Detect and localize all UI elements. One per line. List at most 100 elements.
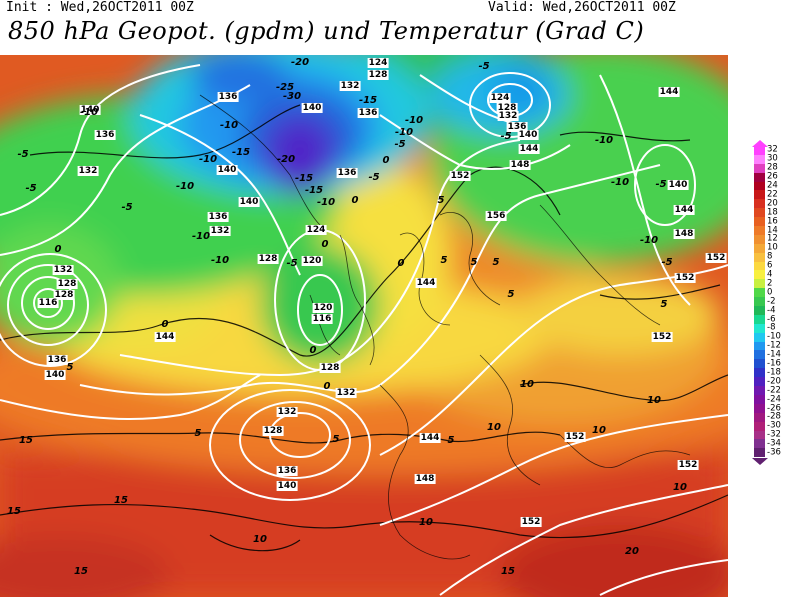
geopotential-label: 144 [415, 278, 437, 288]
geopotential-label: 132 [339, 81, 361, 91]
legend-label: 8 [767, 251, 773, 262]
temperature-label: -20 [276, 154, 296, 165]
temperature-field [0, 55, 728, 597]
temperature-label: 5 [194, 428, 202, 439]
legend-swatch [754, 146, 765, 155]
geopotential-label: 140 [44, 370, 66, 380]
legend-swatch [754, 394, 765, 404]
legend-swatch [754, 421, 765, 431]
temperature-label: 20 [625, 546, 639, 557]
geopotential-label: 128 [496, 103, 518, 113]
legend-swatch [754, 403, 765, 413]
legend-label: 18 [767, 207, 778, 218]
temperature-label: 15 [19, 435, 33, 446]
geopotential-label: 136 [276, 466, 298, 476]
temperature-label: -5 [655, 179, 667, 190]
temperature-label: -5 [25, 183, 37, 194]
legend-label: -2 [767, 296, 776, 307]
legend-swatch [754, 181, 765, 191]
legend-swatch [754, 306, 765, 315]
temperature-label: 15 [114, 495, 128, 506]
legend-label: -6 [767, 314, 776, 325]
legend-label: -14 [767, 349, 781, 360]
geopotential-label: 136 [336, 168, 358, 178]
legend-swatch [754, 323, 765, 333]
legend-label: -28 [767, 411, 781, 422]
temperature-label: -5 [394, 139, 406, 150]
geopotential-label: 144 [154, 332, 176, 342]
legend-label: -26 [767, 403, 781, 414]
temperature-label: -30 [282, 91, 302, 102]
temperature-label: -10 [175, 181, 195, 192]
legend-label: -10 [767, 331, 781, 342]
temperature-label: -25 [275, 82, 295, 93]
geopotential-label: 140 [301, 103, 323, 113]
geopotential-label: 140 [238, 197, 260, 207]
geopotential-label: 148 [509, 160, 531, 170]
geopotential-label: 152 [449, 171, 471, 181]
geopotential-label: 152 [677, 460, 699, 470]
legend-swatch [754, 297, 765, 307]
geopotential-label: 128 [53, 290, 75, 300]
geopotential-label: 132 [335, 388, 357, 398]
temperature-label: -15 [358, 95, 378, 106]
temperature-label: 10 [673, 482, 687, 493]
temperature-label: -10 [219, 120, 239, 131]
temperature-label: 5 [507, 289, 515, 300]
temperature-label: 15 [74, 566, 88, 577]
geopotential-label: 116 [37, 298, 59, 308]
temperature-label: 10 [647, 395, 661, 406]
geopotential-label: 128 [367, 70, 389, 80]
temperature-label: 5 [492, 257, 500, 268]
legend-label: -8 [767, 322, 776, 333]
legend-swatch [754, 243, 765, 253]
temperature-label: 5 [66, 362, 74, 373]
legend-label: 0 [767, 287, 773, 298]
legend-swatch [754, 386, 765, 395]
geopotential-label: 136 [506, 122, 528, 132]
geopotential-label: 152 [520, 517, 542, 527]
legend-label: -36 [767, 447, 781, 458]
temperature-label: 5 [470, 257, 478, 268]
temperature-label: 5 [447, 435, 455, 446]
geopotential-label: 140 [276, 481, 298, 491]
temperature-label: 10 [520, 379, 534, 390]
temperature-label: -5 [478, 61, 490, 72]
legend-label: 32 [767, 144, 778, 155]
geopotential-label: 124 [305, 225, 327, 235]
legend-color-bar [754, 146, 765, 458]
legend-swatch [754, 199, 765, 209]
legend-swatch [754, 279, 765, 289]
temperature-label: 15 [501, 566, 515, 577]
legend-label: 6 [767, 260, 773, 271]
map-title: 850 hPa Geopot. (gpdm) und Temperatur (G… [8, 17, 645, 45]
temperature-label: 10 [253, 534, 267, 545]
legend-label: -16 [767, 358, 781, 369]
geopotential-label: 148 [673, 229, 695, 239]
temperature-label: -5 [500, 131, 512, 142]
temperature-label: -20 [290, 57, 310, 68]
legend-top-arrow [752, 140, 768, 147]
temperature-label: -10 [639, 235, 659, 246]
temperature-label: 0 [351, 195, 359, 206]
temperature-label: -5 [286, 258, 298, 269]
geopotential-label: 120 [301, 256, 323, 266]
legend-swatch [754, 439, 765, 449]
temperature-label: -5 [661, 257, 673, 268]
temperature-label: 0 [309, 345, 317, 356]
temperature-label: 5 [660, 299, 668, 310]
geopotential-label: 152 [564, 432, 586, 442]
weather-map: 124 128 132 136 140 136 140 136 132 140 140 136 132 1… [0, 55, 728, 597]
legend-label: 22 [767, 189, 778, 200]
geopotential-label: 144 [518, 144, 540, 154]
temperature-label: -5 [368, 172, 380, 183]
legend-label: 24 [767, 180, 778, 191]
color-legend: 32 30 28 26 24 22 20 18 16 14 12 10 8 6 4 2 0 -2 -4 -6 -8 -10… [748, 140, 790, 515]
legend-swatch [754, 368, 765, 378]
legend-label: 26 [767, 171, 778, 182]
geopotential-label: 132 [52, 265, 74, 275]
temperature-label: -10 [610, 177, 630, 188]
legend-swatch [754, 332, 765, 342]
temperature-label: -15 [231, 147, 251, 158]
temperature-label: -10 [404, 115, 424, 126]
